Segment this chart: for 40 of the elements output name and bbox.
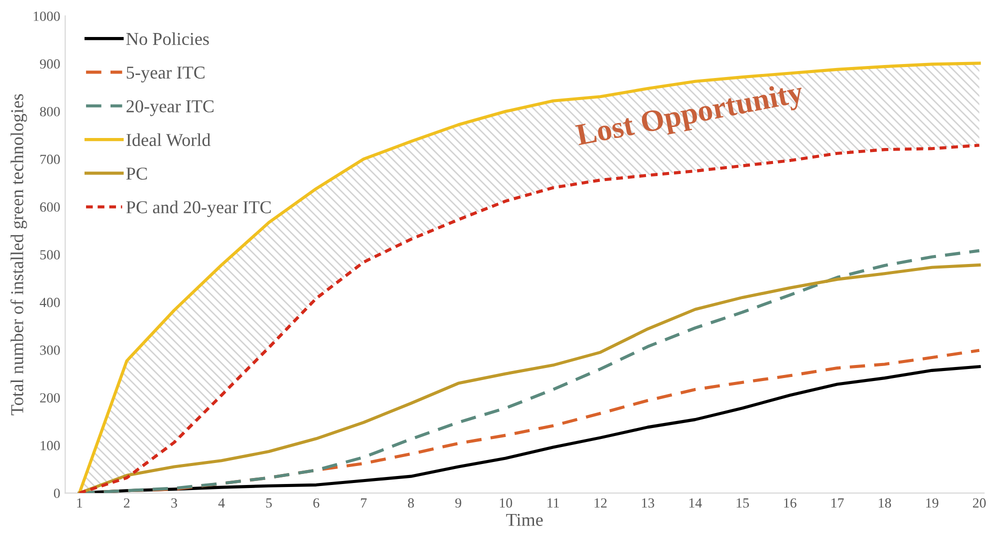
x-tick-label: 12: [594, 498, 607, 508]
x-tick-label: 17: [832, 498, 844, 508]
x-tick-label: 11: [548, 498, 559, 508]
x-tick-label: 9: [455, 498, 462, 508]
x-tick-label: 2: [124, 498, 130, 508]
y-tick-label: 300: [40, 345, 60, 355]
x-tick-label: 16: [784, 498, 796, 508]
legend-label: Ideal World: [126, 133, 211, 146]
x-tick-label: 1: [77, 498, 82, 508]
x-tick-label: 3: [171, 498, 178, 508]
x-tick-label: 13: [642, 498, 654, 508]
y-tick-label: 800: [40, 106, 60, 116]
legend-label: PC and 20-year ITC: [126, 200, 271, 218]
y-tick-label: 0: [54, 488, 60, 498]
x-tick-label: 6: [313, 498, 320, 508]
y-tick-label: 900: [40, 59, 60, 69]
y-axis-title: Total number of installed green technologies: [10, 94, 28, 416]
x-tick-label: 20: [972, 498, 986, 508]
x-axis-title: Time: [506, 514, 543, 526]
y-tick-label: 500: [40, 250, 60, 260]
y-tick-label: 100: [40, 440, 60, 450]
x-tick-label: 8: [408, 498, 414, 508]
x-tick-label: 15: [736, 498, 749, 508]
y-tick-label: 1000: [34, 12, 60, 21]
y-tick-label: 700: [40, 154, 60, 164]
legend-label: 5-year ITC: [126, 66, 204, 82]
x-tick-label: 10: [500, 498, 512, 508]
legend-label: 20-year ITC: [126, 100, 214, 116]
x-tick-label: 4: [218, 498, 225, 508]
y-tick-label: 200: [40, 393, 60, 403]
x-tick-label: 5: [266, 498, 272, 508]
x-tick-label: 7: [361, 498, 367, 508]
x-tick-label: 19: [926, 498, 938, 508]
annotation: Lost Opportunity: [574, 80, 806, 152]
legend-label: No Policies: [126, 32, 209, 46]
x-tick-label: 14: [689, 498, 702, 508]
y-tick-label: 600: [40, 202, 60, 212]
legend-label: PC: [126, 168, 147, 180]
x-tick-label: 18: [878, 498, 891, 508]
y-tick-label: 400: [40, 298, 60, 308]
